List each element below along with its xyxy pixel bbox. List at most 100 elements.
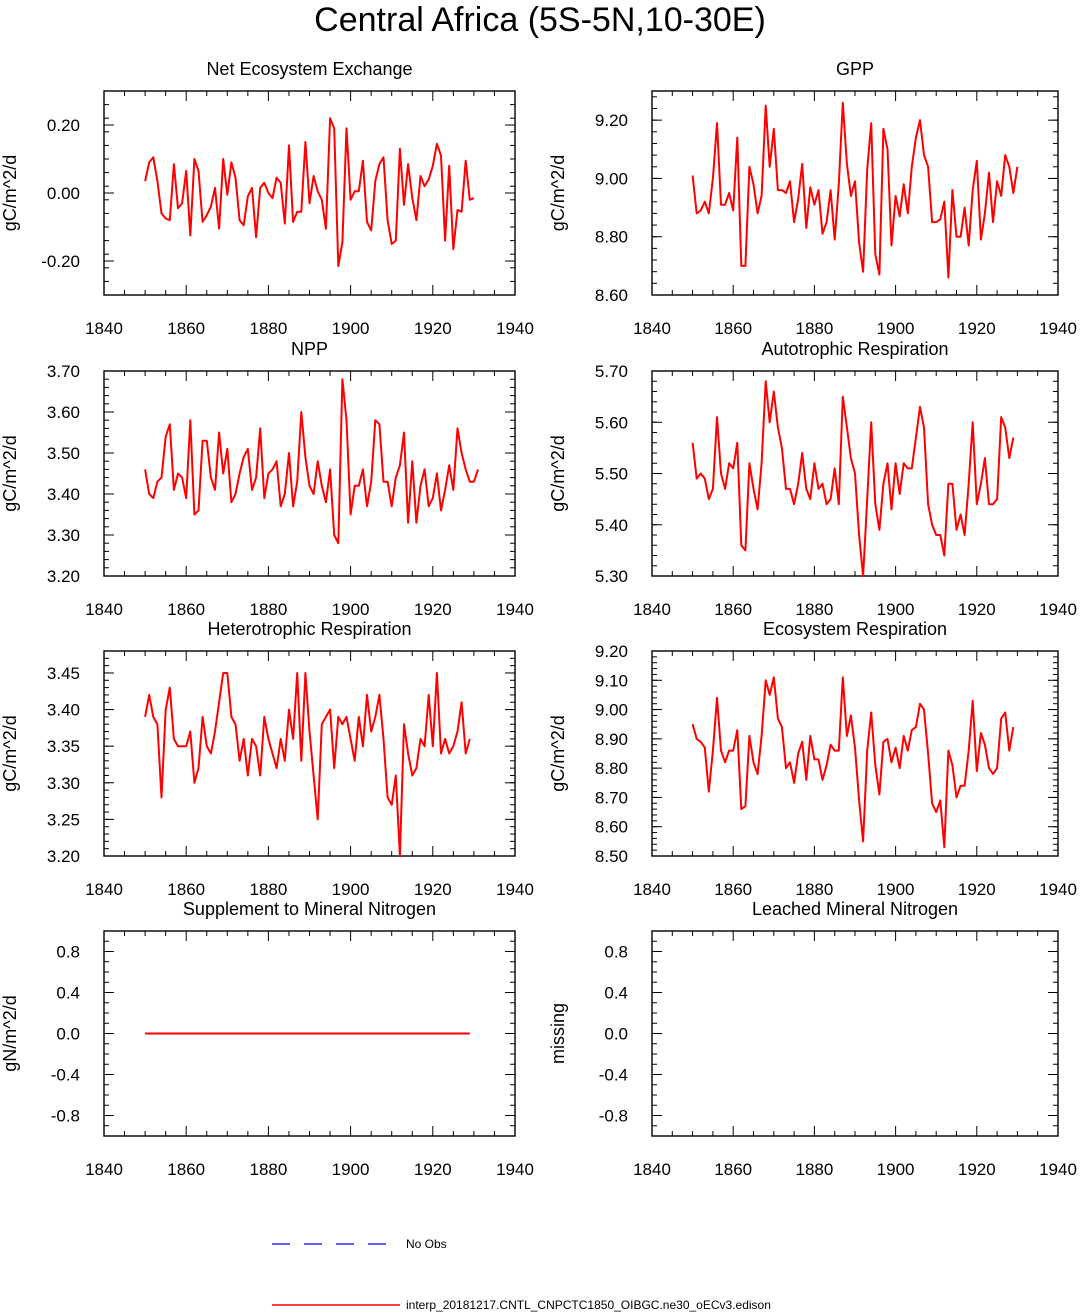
y-tick-label: 0.8 bbox=[604, 943, 628, 962]
y-tick-label: 3.20 bbox=[47, 567, 80, 586]
legend-model-label: interp_20181217.CNTL_CNPCTC1850_OIBGC.ne… bbox=[406, 1298, 771, 1312]
y-axis-label: gC/m^2/d bbox=[548, 435, 568, 511]
x-tick-label: 1900 bbox=[877, 319, 915, 338]
x-tick-label: 1860 bbox=[167, 880, 205, 899]
x-tick-label: 1920 bbox=[414, 600, 452, 619]
y-tick-label: 3.60 bbox=[47, 403, 80, 422]
y-tick-label: 3.35 bbox=[47, 737, 80, 756]
x-tick-label: 1940 bbox=[1039, 1160, 1077, 1179]
x-tick-label: 1940 bbox=[1039, 600, 1077, 619]
chart-panel-4: Heterotrophic Respiration gC/m^2/d 1840 186… bbox=[0, 619, 534, 899]
y-tick-label: 9.00 bbox=[595, 701, 628, 720]
y-tick-label: 5.60 bbox=[595, 413, 628, 432]
x-tick-label: 1860 bbox=[167, 319, 205, 338]
x-tick-label: 1860 bbox=[167, 600, 205, 619]
x-tick-label: 1880 bbox=[795, 319, 833, 338]
x-tick-label: 1880 bbox=[249, 1160, 287, 1179]
x-tick-label: 1880 bbox=[249, 319, 287, 338]
x-tick-label: 1920 bbox=[414, 1160, 452, 1179]
y-tick-label: 5.40 bbox=[595, 516, 628, 535]
y-tick-label: 0.00 bbox=[47, 184, 80, 203]
x-tick-label: 1860 bbox=[714, 1160, 752, 1179]
plot-frame bbox=[103, 650, 516, 857]
panel-title: Autotrophic Respiration bbox=[761, 339, 948, 359]
y-tick-label: 8.60 bbox=[595, 286, 628, 305]
panels-layer: Net Ecosystem Exchange gC/m^2/d 1840 1860 18… bbox=[0, 59, 1077, 1179]
figure-title: Central Africa (5S-5N,10-30E) bbox=[314, 1, 766, 39]
plot-frame bbox=[103, 370, 516, 577]
x-tick-label: 1920 bbox=[414, 880, 452, 899]
series-line-model bbox=[691, 676, 1015, 849]
x-tick-label: 1900 bbox=[332, 880, 370, 899]
chart-panel-3: Autotrophic Respiration gC/m^2/d 1840 1860 1… bbox=[548, 339, 1077, 619]
y-tick-label: 9.20 bbox=[595, 642, 628, 661]
series-line-model bbox=[144, 117, 475, 268]
y-tick-label: 3.45 bbox=[47, 664, 80, 683]
y-tick-label: 3.30 bbox=[47, 526, 80, 545]
y-axis-label: gC/m^2/d bbox=[0, 435, 20, 511]
x-tick-label: 1940 bbox=[496, 1160, 534, 1179]
y-tick-label: -0.4 bbox=[51, 1066, 80, 1085]
x-tick-label: 1920 bbox=[958, 1160, 996, 1179]
panel-title: Heterotrophic Respiration bbox=[207, 619, 411, 639]
x-tick-label: 1900 bbox=[332, 600, 370, 619]
panel-title: GPP bbox=[836, 59, 874, 79]
chart-panel-5: Ecosystem Respiration gC/m^2/d 1840 1860 188… bbox=[548, 619, 1077, 899]
x-tick-label: 1900 bbox=[877, 1160, 915, 1179]
y-tick-label: 8.90 bbox=[595, 730, 628, 749]
chart-panel-6: Supplement to Mineral Nitrogen gN/m^2/d 18… bbox=[0, 899, 534, 1179]
x-tick-label: 1920 bbox=[414, 319, 452, 338]
plot-frame bbox=[651, 930, 1059, 1137]
x-tick-label: 1900 bbox=[877, 880, 915, 899]
y-axis-label: gC/m^2/d bbox=[548, 715, 568, 791]
x-tick-label: 1840 bbox=[85, 600, 123, 619]
x-tick-label: 1900 bbox=[332, 319, 370, 338]
y-tick-label: 9.10 bbox=[595, 671, 628, 690]
y-tick-label: 8.80 bbox=[595, 759, 628, 778]
x-tick-label: 1860 bbox=[714, 880, 752, 899]
y-tick-label: 8.80 bbox=[595, 228, 628, 247]
y-tick-label: 3.25 bbox=[47, 810, 80, 829]
x-tick-label: 1880 bbox=[249, 880, 287, 899]
x-tick-label: 1860 bbox=[167, 1160, 205, 1179]
y-tick-label: 9.00 bbox=[595, 169, 628, 188]
x-tick-label: 1880 bbox=[795, 880, 833, 899]
y-tick-label: 5.30 bbox=[595, 567, 628, 586]
x-tick-label: 1840 bbox=[633, 319, 671, 338]
y-tick-label: 5.50 bbox=[595, 465, 628, 484]
series-line-model bbox=[144, 378, 479, 545]
x-tick-label: 1940 bbox=[1039, 880, 1077, 899]
y-axis-label: gC/m^2/d bbox=[0, 155, 20, 231]
y-tick-label: -0.4 bbox=[599, 1066, 628, 1085]
y-tick-label: 8.50 bbox=[595, 847, 628, 866]
y-tick-label: -0.8 bbox=[51, 1107, 80, 1126]
x-tick-label: 1940 bbox=[496, 600, 534, 619]
y-tick-label: 0.8 bbox=[56, 943, 80, 962]
y-tick-label: 3.20 bbox=[47, 847, 80, 866]
y-tick-label: 3.40 bbox=[47, 701, 80, 720]
x-tick-label: 1860 bbox=[714, 600, 752, 619]
y-tick-label: 9.20 bbox=[595, 111, 628, 130]
x-tick-label: 1920 bbox=[958, 319, 996, 338]
y-tick-label: 3.30 bbox=[47, 774, 80, 793]
x-tick-label: 1840 bbox=[85, 1160, 123, 1179]
y-tick-label: 0.0 bbox=[604, 1025, 628, 1044]
y-tick-label: 0.4 bbox=[604, 984, 628, 1003]
y-axis-label: gC/m^2/d bbox=[0, 715, 20, 791]
x-tick-label: 1840 bbox=[85, 319, 123, 338]
y-tick-label: 5.70 bbox=[595, 362, 628, 381]
x-tick-label: 1840 bbox=[85, 880, 123, 899]
panel-title: NPP bbox=[291, 339, 328, 359]
y-tick-label: 8.70 bbox=[595, 788, 628, 807]
y-axis-label: gN/m^2/d bbox=[0, 995, 20, 1071]
legend-obs-label: No Obs bbox=[406, 1237, 447, 1251]
y-tick-label: 0.0 bbox=[56, 1025, 80, 1044]
x-tick-label: 1840 bbox=[633, 600, 671, 619]
x-tick-label: 1840 bbox=[633, 880, 671, 899]
y-tick-label: -0.8 bbox=[599, 1107, 628, 1126]
legend: No Obs interp_20181217.CNTL_CNPCTC1850_O… bbox=[272, 1237, 771, 1312]
x-tick-label: 1920 bbox=[958, 880, 996, 899]
chart-panel-2: NPP gC/m^2/d 1840 1860 1880 1900 1920 1940 3.20 3… bbox=[0, 339, 534, 619]
x-tick-label: 1860 bbox=[714, 319, 752, 338]
y-tick-label: -0.20 bbox=[41, 252, 80, 271]
